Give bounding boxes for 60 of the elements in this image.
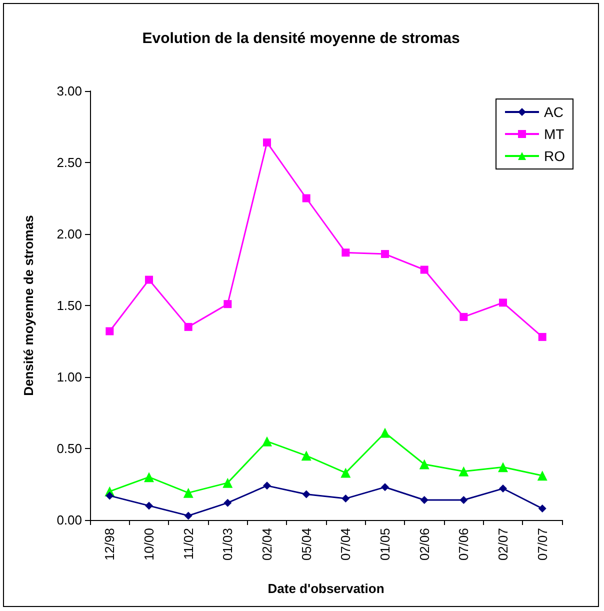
x-tick-label: 01/05 (378, 528, 392, 561)
x-tick-label: 01/03 (220, 528, 236, 561)
y-tick-label: 1.50 (56, 298, 82, 313)
x-tick-label: 02/06 (416, 528, 432, 561)
point (145, 276, 153, 284)
point (224, 498, 232, 507)
y-tick-label: 2.00 (56, 226, 82, 242)
point (460, 496, 468, 504)
point (184, 512, 192, 520)
point (302, 490, 310, 498)
point (342, 494, 350, 503)
point (498, 462, 508, 472)
point (301, 450, 312, 461)
point (420, 496, 428, 504)
point (381, 483, 389, 492)
point (106, 492, 114, 500)
x-tick-label: 10/00 (142, 528, 156, 561)
point (222, 478, 233, 488)
point (458, 466, 469, 476)
x-tick-label: 02/04 (260, 528, 274, 561)
x-tick-label: 05/04 (298, 528, 314, 561)
legend-label: MT (544, 126, 565, 142)
y-tick-label: 0.50 (56, 441, 82, 456)
point (538, 332, 546, 341)
point (537, 470, 548, 481)
point (144, 472, 154, 482)
point (106, 327, 114, 336)
point (342, 248, 350, 257)
point (302, 194, 310, 202)
y-tick-label: 1.00 (56, 370, 82, 384)
point (380, 428, 390, 438)
y-tick-label: 3.00 (56, 84, 82, 98)
x-axis-title: Date d'observation (268, 581, 384, 596)
point (224, 300, 232, 308)
x-tick-label: 07/06 (456, 528, 472, 561)
y-axis-title: Densité moyenne de stromas (21, 215, 36, 396)
point (499, 484, 507, 493)
x-tick-label: 12/98 (102, 528, 118, 561)
x-tick-label: 07/07 (534, 528, 550, 561)
point (145, 502, 153, 510)
y-tick-label: 0.00 (56, 512, 82, 528)
point (381, 250, 389, 258)
y-tick-label: 2.50 (56, 155, 82, 170)
x-tick-label: 07/04 (338, 528, 354, 561)
point (262, 436, 272, 446)
legend-label: AC (544, 104, 564, 120)
point (499, 298, 507, 307)
point (420, 266, 428, 274)
x-tick-label: 02/07 (496, 528, 510, 561)
point (419, 459, 430, 470)
point (263, 138, 271, 146)
x-tick-label: 11/02 (180, 528, 196, 560)
point (460, 312, 468, 321)
point (538, 504, 546, 513)
point (340, 468, 351, 478)
legend-label: RO (544, 148, 566, 164)
point (183, 488, 194, 498)
point (263, 482, 271, 490)
point (184, 322, 192, 331)
chart-title: Evolution de la densité moyenne de stromas (142, 30, 460, 47)
